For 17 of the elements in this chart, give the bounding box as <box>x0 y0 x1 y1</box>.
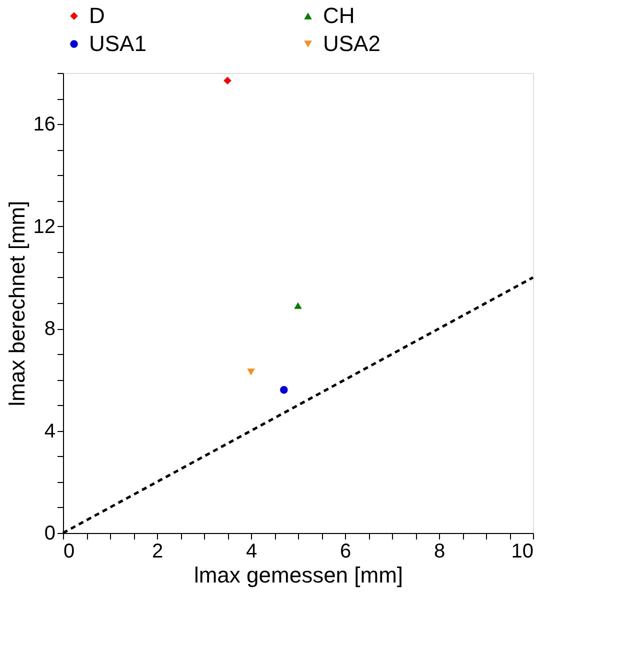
x-tick-label: 4 <box>246 540 258 562</box>
x-tick-label: 6 <box>340 540 352 562</box>
legend-label: USA1 <box>89 31 146 56</box>
x-axis-title: lmax gemessen [mm] <box>194 562 404 588</box>
y-tick-label: 4 <box>44 420 56 442</box>
y-tick-label: 8 <box>44 318 56 340</box>
x-tick-label: 2 <box>152 540 164 562</box>
legend-label: USA2 <box>323 31 380 56</box>
legend-label: CH <box>323 3 355 28</box>
y-tick-label: 0 <box>44 522 56 544</box>
legend-label: D <box>89 3 105 28</box>
x-tick-label: 8 <box>434 540 446 562</box>
y-tick-label: 12 <box>33 216 56 238</box>
y-axis-title: lmax berechnet [mm] <box>4 200 30 406</box>
y-tick-label: 16 <box>33 114 56 136</box>
x-tick-label: 10 <box>511 540 534 562</box>
x-tick-label: 0 <box>64 540 75 562</box>
